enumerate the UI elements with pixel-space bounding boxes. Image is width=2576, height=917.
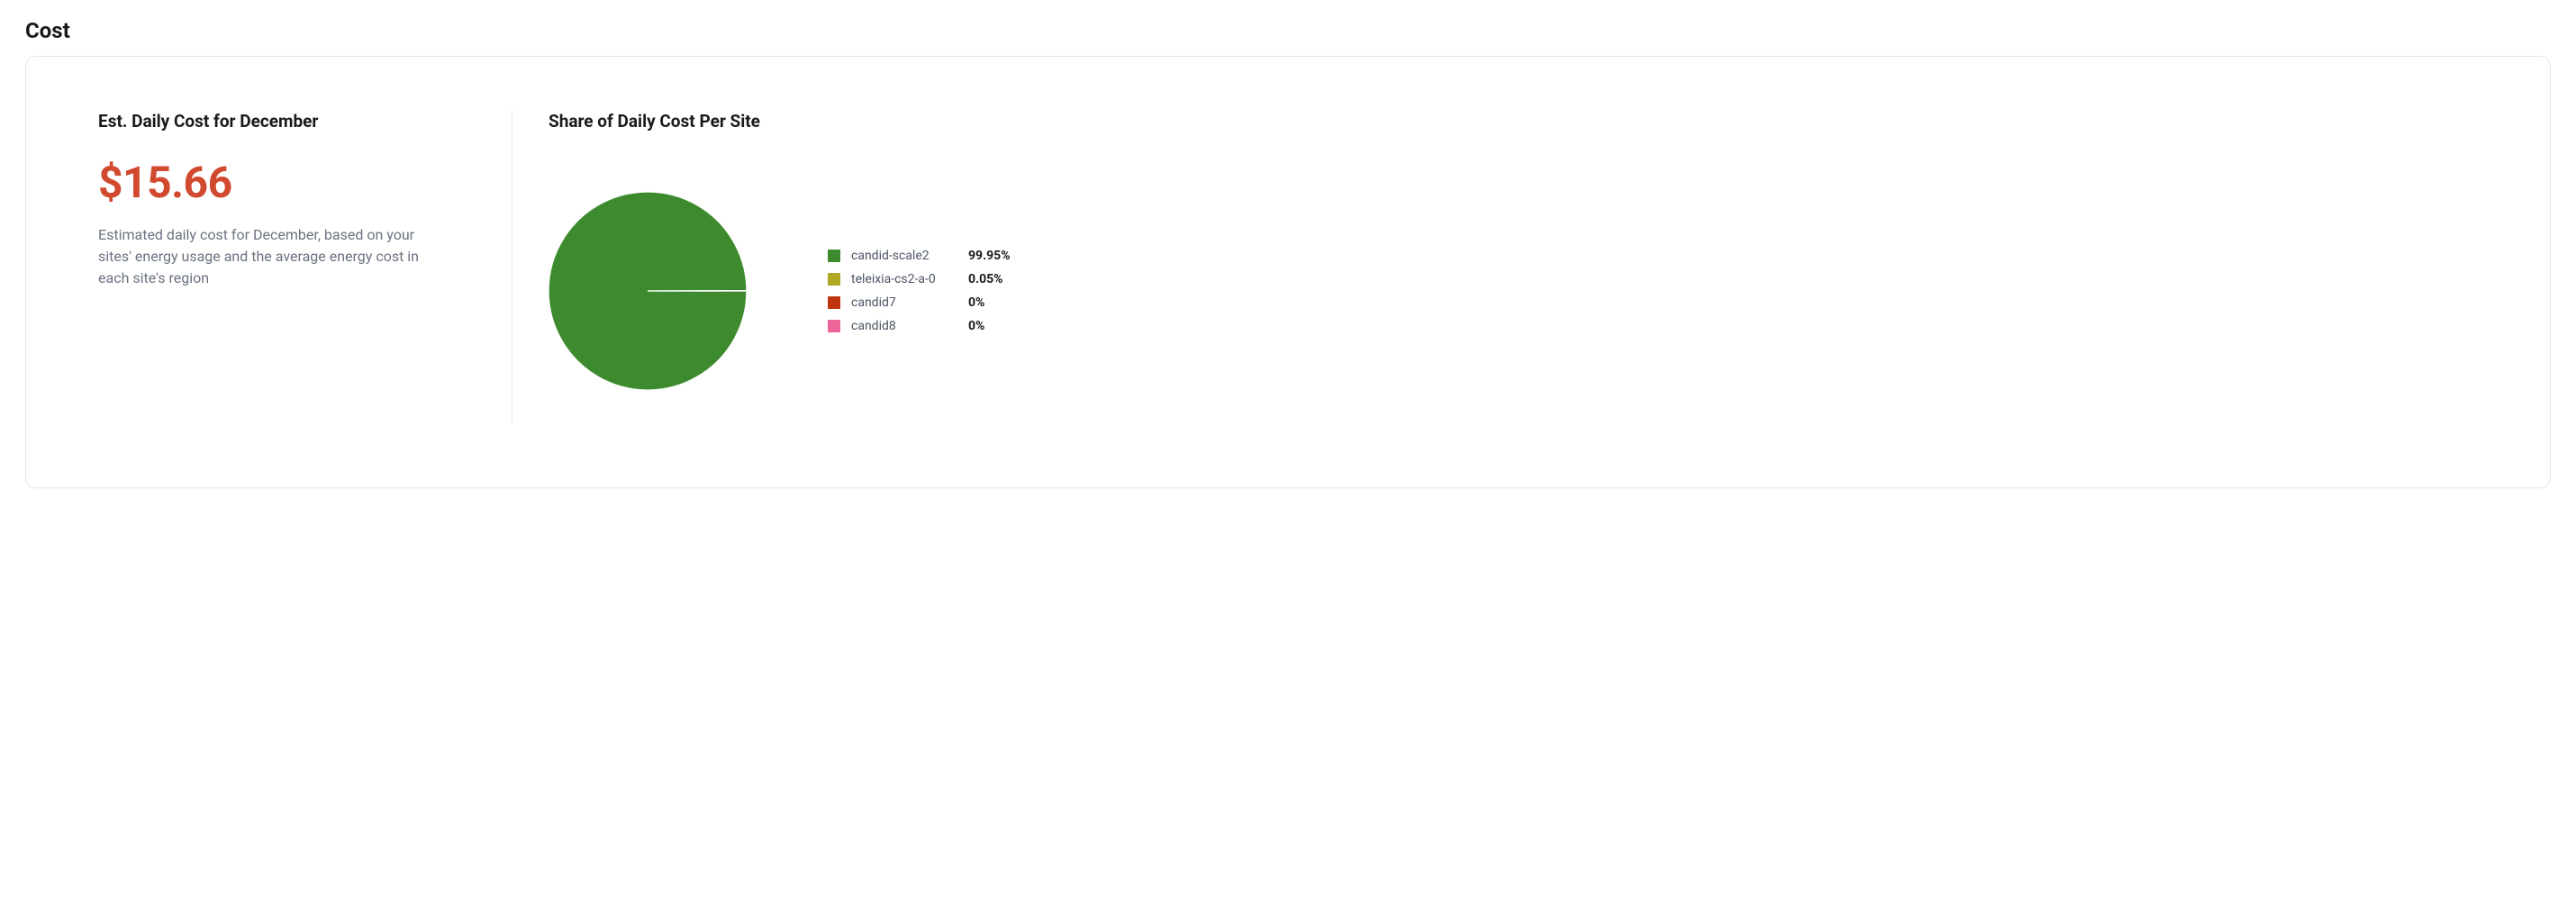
legend-item: candid-scale299.95%: [828, 249, 1011, 263]
cost-card: Est. Daily Cost for December $15.66 Esti…: [25, 56, 2551, 488]
daily-cost-value: $15.66: [98, 157, 476, 208]
legend-item: candid80%: [828, 319, 1011, 333]
chart-legend: candid-scale299.95%teleixia-cs2-a-00.05%…: [828, 249, 1011, 333]
legend-value: 0.05%: [968, 272, 1003, 286]
share-chart-title: Share of Daily Cost Per Site: [549, 111, 2478, 132]
legend-swatch: [828, 250, 840, 262]
legend-value: 0%: [968, 295, 984, 310]
legend-swatch: [828, 296, 840, 309]
pie-chart: [549, 192, 747, 390]
chart-row: candid-scale299.95%teleixia-cs2-a-00.05%…: [549, 157, 2478, 424]
legend-label: candid-scale2: [851, 249, 968, 263]
legend-swatch: [828, 320, 840, 332]
daily-cost-panel: Est. Daily Cost for December $15.66 Esti…: [98, 111, 512, 424]
legend-value: 99.95%: [968, 249, 1011, 263]
legend-item: candid70%: [828, 295, 1011, 310]
legend-item: teleixia-cs2-a-00.05%: [828, 272, 1011, 286]
legend-value: 0%: [968, 319, 984, 333]
share-per-site-panel: Share of Daily Cost Per Site candid-scal…: [512, 111, 2478, 424]
legend-swatch: [828, 273, 840, 286]
legend-label: teleixia-cs2-a-0: [851, 272, 968, 286]
daily-cost-description: Estimated daily cost for December, based…: [98, 224, 440, 289]
legend-label: candid8: [851, 319, 968, 333]
section-title: Cost: [25, 18, 2551, 43]
daily-cost-title: Est. Daily Cost for December: [98, 111, 476, 132]
legend-label: candid7: [851, 295, 968, 310]
